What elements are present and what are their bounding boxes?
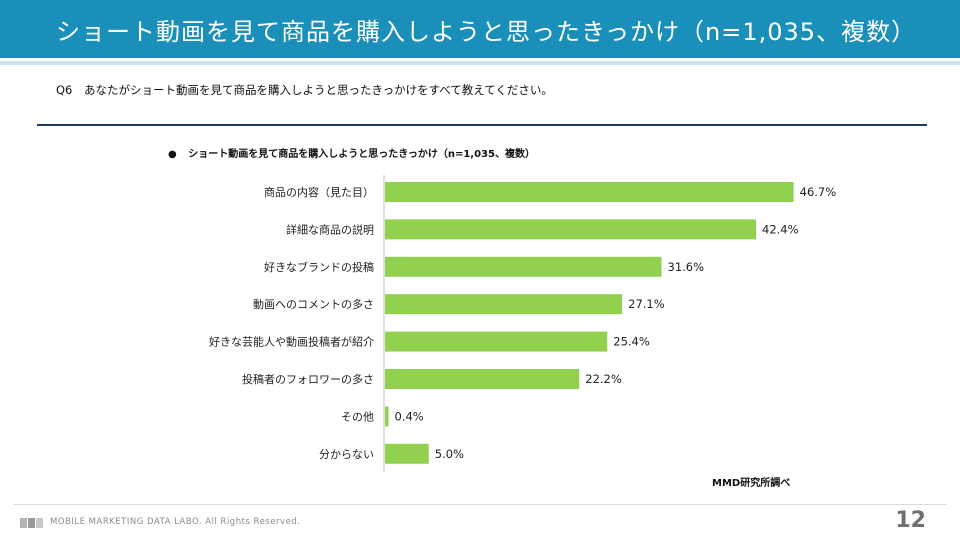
page-title: ショート動画を見て商品を購入しようと思ったきっかけ（n=1,035、複数） <box>56 18 917 46</box>
bar <box>385 256 662 277</box>
chart-title: ● ショート動画を見て商品を購入しようと思ったきっかけ（n=1,035、複数） <box>168 145 535 160</box>
bar <box>385 182 794 202</box>
question-text: あなたがショート動画を見て商品を購入しようと思ったきっかけをすべて教えてください… <box>84 83 553 97</box>
bar <box>385 443 429 464</box>
value-label: 42.4% <box>762 222 799 236</box>
category-label: 好きなブランドの投稿 <box>264 260 374 274</box>
footer-divider <box>14 504 946 505</box>
value-label: 0.4% <box>395 409 424 423</box>
chart-title-text: ショート動画を見て商品を購入しようと思ったきっかけ（n=1,035、複数） <box>188 149 535 160</box>
category-label: 商品の内容（見た目） <box>264 185 374 199</box>
question: Q6 あなたがショート動画を見て商品を購入しようと思ったきっかけをすべて教えてく… <box>56 82 553 98</box>
bar <box>385 219 756 240</box>
page-number: 12 <box>895 508 926 533</box>
question-number: Q6 <box>56 83 73 97</box>
source-note: MMD研究所調べ <box>712 478 791 489</box>
footer-company: MOBILE MARKETING DATA LABO. All Rights R… <box>50 517 301 527</box>
value-label: 27.1% <box>628 297 665 311</box>
category-label: 詳細な商品の説明 <box>286 222 374 236</box>
bar <box>385 331 608 352</box>
bar <box>385 294 623 315</box>
bars-group: 商品の内容（見た目） 46.7% 詳細な商品の説明 42.4% 好きなブランドの投稿 31… <box>209 182 836 464</box>
category-label: その他 <box>341 410 374 423</box>
value-label: 25.4% <box>613 335 650 349</box>
category-label: 好きな芸能人や動画投稿者が紹介 <box>209 335 374 349</box>
value-label: 22.2% <box>585 372 622 386</box>
bar <box>385 369 580 389</box>
mmd-logo-icon <box>20 518 43 528</box>
category-label: 分からない <box>319 448 374 461</box>
header-underline <box>0 61 960 65</box>
bullet-icon: ● <box>168 149 177 160</box>
bar <box>385 406 389 427</box>
value-label: 31.6% <box>668 260 705 274</box>
value-label: 46.7% <box>800 185 837 199</box>
category-label: 動画へのコメントの多さ <box>253 297 374 311</box>
header-bar: ショート動画を見て商品を購入しようと思ったきっかけ（n=1,035、複数） <box>0 0 960 58</box>
category-label: 投稿者のフォロワーの多さ <box>242 372 374 386</box>
section-divider <box>37 124 927 126</box>
value-label: 5.0% <box>435 447 464 461</box>
